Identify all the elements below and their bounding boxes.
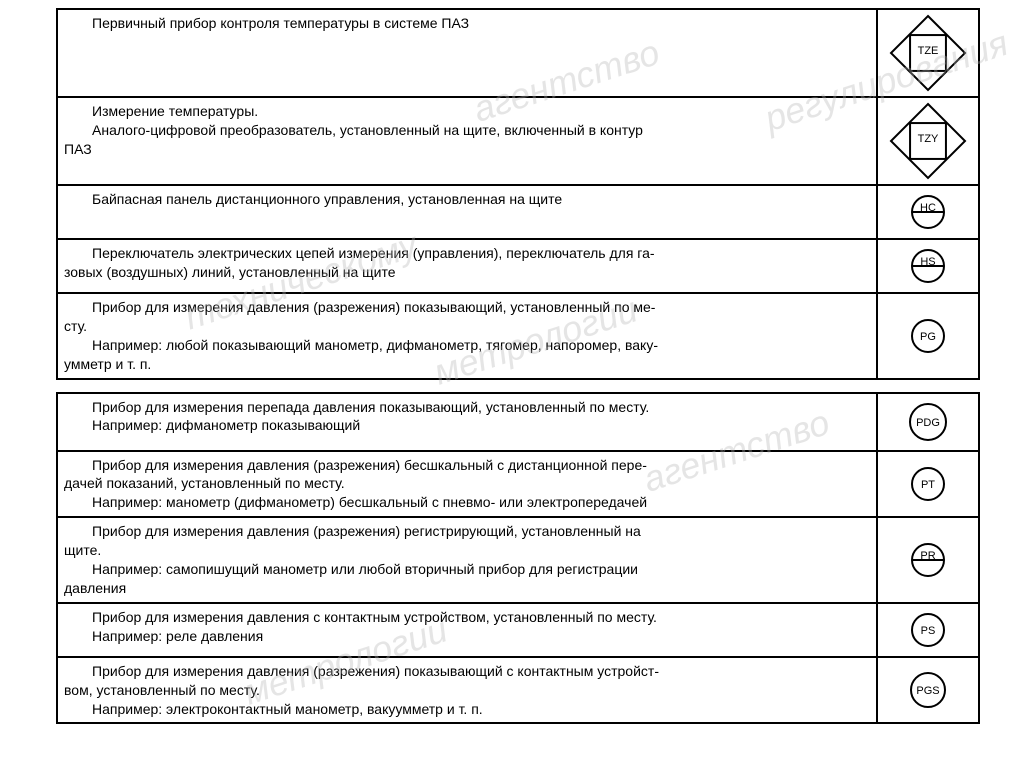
description-line: давления [64,579,870,598]
description-line: Прибор для измерения перепада давления п… [64,398,870,417]
svg-text:PS: PS [921,625,936,637]
description-line: Прибор для измерения давления (разрежени… [64,522,870,541]
table-row: Байпасная панель дистанционного управлен… [58,186,978,240]
instrument-symbol-diamond-square: TZE [889,14,967,92]
svg-text:PG: PG [920,331,936,343]
description-line: Прибор для измерения давления с контактн… [64,608,870,627]
instrument-symbol-circle-line: PR [910,542,946,578]
description-line: Например: реле давления [64,627,870,646]
table-row: Переключатель электрических цепей измере… [58,240,978,294]
svg-text:PGS: PGS [916,685,939,697]
instrument-table: Прибор для измерения перепада давления п… [56,392,980,725]
symbol-cell: PT [878,452,978,517]
instrument-symbol-circle: PT [910,466,946,502]
instrument-table: Первичный прибор контроля температуры в … [56,8,980,380]
description-line: Измерение температуры. [64,102,870,121]
description-cell: Прибор для измерения давления (разрежени… [58,658,878,723]
description-cell: Прибор для измерения давления (разрежени… [58,294,878,378]
description-line: Аналого-цифровой преобразователь, устано… [64,121,870,140]
instrument-symbol-circle: PG [910,318,946,354]
description-line: умметр и т. п. [64,355,870,374]
description-line: сту. [64,317,870,336]
description-line: Например: самопишущий манометр или любой… [64,560,870,579]
description-cell: Прибор для измерения давления с контактн… [58,604,878,656]
table-row: Прибор для измерения давления (разрежени… [58,518,978,604]
description-cell: Первичный прибор контроля температуры в … [58,10,878,96]
symbol-cell: HS [878,240,978,292]
symbol-cell: TZY [878,98,978,184]
description-line: Прибор для измерения давления (разрежени… [64,456,870,475]
instrument-symbol-diamond-square: TZY [889,102,967,180]
symbol-cell: PS [878,604,978,656]
symbol-cell: HC [878,186,978,238]
instrument-symbol-circle: PDG [908,402,948,442]
table-row: Прибор для измерения давления (разрежени… [58,294,978,378]
description-cell: Переключатель электрических цепей измере… [58,240,878,292]
description-cell: Байпасная панель дистанционного управлен… [58,186,878,238]
symbol-cell: PDG [878,394,978,450]
description-line: Прибор для измерения давления (разрежени… [64,662,870,681]
svg-text:PR: PR [920,550,935,562]
description-line: Например: манометр (дифманометр) бесшкал… [64,493,870,512]
symbol-cell: PGS [878,658,978,723]
instrument-symbol-circle-line: HC [910,194,946,230]
description-line: Прибор для измерения давления (разрежени… [64,298,870,317]
table-row: Прибор для измерения перепада давления п… [58,394,978,452]
description-line: щите. [64,541,870,560]
description-line: зовых (воздушных) линий, установленный н… [64,263,870,282]
description-line: вом, установленный по месту. [64,681,870,700]
symbol-cell: TZE [878,10,978,96]
description-line: Первичный прибор контроля температуры в … [64,14,870,33]
description-cell: Прибор для измерения давления (разрежени… [58,518,878,602]
description-cell: Измерение температуры.Аналого-цифровой п… [58,98,878,184]
symbol-cell: PG [878,294,978,378]
instrument-symbol-circle: PGS [909,671,947,709]
symbol-cell: PR [878,518,978,602]
description-line: Например: дифманометр показывающий [64,416,870,435]
description-line: Например: любой показывающий манометр, д… [64,336,870,355]
description-line: дачей показаний, установленный по месту. [64,474,870,493]
table-row: Прибор для измерения давления (разрежени… [58,658,978,723]
table-row: Первичный прибор контроля температуры в … [58,10,978,98]
description-line: Например: электроконтактный манометр, ва… [64,700,870,719]
svg-text:TZY: TZY [918,133,939,145]
description-line: ПАЗ [64,140,870,159]
description-line: Байпасная панель дистанционного управлен… [64,190,870,209]
instrument-symbol-circle-line: HS [910,248,946,284]
svg-text:HS: HS [920,256,935,268]
table-row: Измерение температуры.Аналого-цифровой п… [58,98,978,186]
svg-text:PT: PT [921,479,935,491]
svg-text:HC: HC [920,202,936,214]
description-cell: Прибор для измерения перепада давления п… [58,394,878,450]
description-line: Переключатель электрических цепей измере… [64,244,870,263]
table-row: Прибор для измерения давления с контактн… [58,604,978,658]
svg-text:TZE: TZE [918,45,939,57]
description-cell: Прибор для измерения давления (разрежени… [58,452,878,517]
table-row: Прибор для измерения давления (разрежени… [58,452,978,519]
svg-text:PDG: PDG [916,416,940,428]
instrument-symbol-circle: PS [910,612,946,648]
